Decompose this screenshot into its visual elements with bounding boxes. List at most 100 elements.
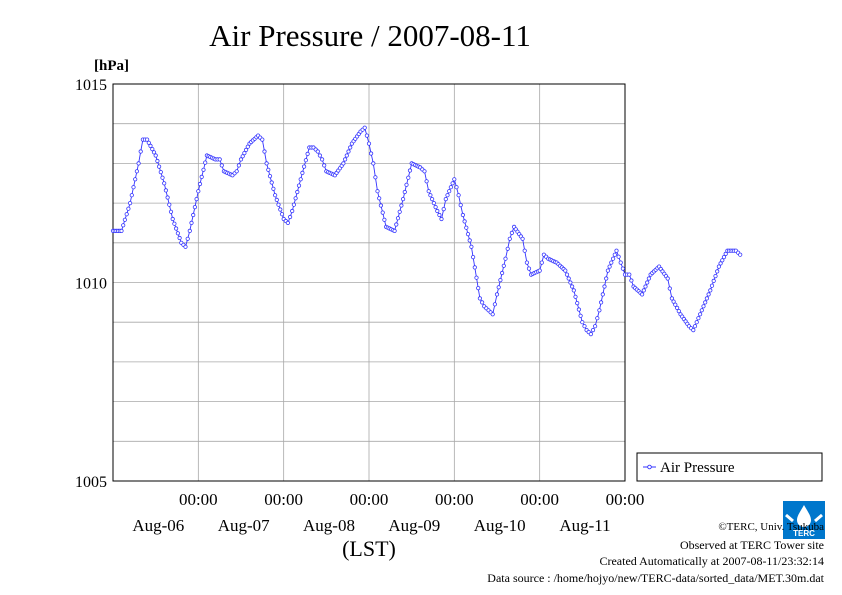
observed-site-text: Observed at TERC Tower site <box>679 538 824 552</box>
data-point <box>526 266 532 271</box>
data-point <box>342 157 348 162</box>
data-point <box>498 277 503 283</box>
data-point <box>264 161 269 166</box>
water-drop-icon <box>797 505 811 527</box>
x-tick-time-label: 00:00 <box>179 490 218 509</box>
data-point <box>433 205 438 210</box>
data-point <box>458 203 463 208</box>
data-point <box>522 248 527 253</box>
data-point <box>494 292 500 297</box>
data-point <box>564 272 570 277</box>
data-point <box>158 170 163 175</box>
data-point <box>375 189 380 194</box>
data-point <box>300 170 305 175</box>
data-point <box>377 196 382 201</box>
data-point <box>692 324 698 329</box>
data-point <box>441 207 446 212</box>
data-point <box>163 188 168 193</box>
data-point <box>496 285 501 290</box>
data-point <box>582 324 587 329</box>
data-point <box>153 153 158 158</box>
data-point <box>479 300 485 305</box>
data-point <box>595 316 600 321</box>
data-point <box>122 217 128 222</box>
data-point <box>476 285 481 291</box>
x-tick-date-label: Aug-10 <box>474 516 526 535</box>
data-point <box>146 140 151 145</box>
x-tick-date-label: Aug-06 <box>132 516 184 535</box>
data-point <box>447 189 452 194</box>
data-point <box>715 269 720 274</box>
data-point <box>167 202 172 207</box>
data-point <box>138 149 143 154</box>
data-point <box>573 294 578 299</box>
data-point <box>121 223 126 228</box>
data-point <box>168 209 174 214</box>
data-point <box>437 212 442 218</box>
y-axis-unit: [hPa] <box>94 58 129 74</box>
data-point <box>262 149 267 154</box>
data-point <box>378 203 383 208</box>
data-point <box>716 264 722 269</box>
data-point <box>620 266 626 271</box>
legend-marker <box>647 464 652 470</box>
data-point <box>346 149 351 154</box>
data-point <box>236 163 241 168</box>
data-point <box>578 313 583 318</box>
chart-title: Air Pressure / 2007-08-11 <box>209 18 531 53</box>
data-point <box>703 300 708 305</box>
data-point <box>422 169 427 174</box>
data-point <box>708 288 713 293</box>
y-tick-label: 1010 <box>75 276 107 293</box>
data-point <box>597 308 602 313</box>
data-point <box>563 268 568 273</box>
data-point <box>175 231 180 236</box>
grid-lines <box>113 84 626 481</box>
data-point <box>296 183 302 188</box>
data-point <box>627 272 632 277</box>
data-point <box>319 157 325 162</box>
data-point <box>160 175 165 180</box>
data-point <box>431 201 436 206</box>
data-point <box>157 164 162 169</box>
data-point <box>501 263 506 268</box>
data-point <box>499 270 505 276</box>
data-point <box>119 228 124 233</box>
legend-box <box>636 452 823 482</box>
data-point <box>234 169 239 174</box>
data-point <box>287 214 293 220</box>
x-tick-date-label: Aug-11 <box>559 516 610 535</box>
data-point <box>151 150 157 155</box>
data-point <box>474 275 479 280</box>
data-point <box>448 185 453 190</box>
data-point <box>669 296 675 301</box>
data-point <box>269 180 274 185</box>
data-point <box>162 181 167 186</box>
data-point <box>244 147 249 152</box>
data-point <box>406 175 411 180</box>
data-point <box>145 137 150 142</box>
series-line <box>113 126 741 335</box>
data-point <box>400 197 406 202</box>
x-tick-time-label: 00:00 <box>520 490 559 509</box>
data-point <box>520 236 525 241</box>
data-point <box>721 255 727 260</box>
data-point <box>293 196 298 201</box>
data-point <box>490 312 495 317</box>
logo-wings-icon <box>785 513 823 523</box>
data-point <box>588 331 594 337</box>
data-point <box>285 220 290 225</box>
data-point <box>274 197 279 202</box>
data-point <box>407 168 413 173</box>
data-point <box>723 251 728 256</box>
data-point <box>469 244 474 249</box>
data-point <box>694 320 699 325</box>
data-point <box>150 147 155 152</box>
data-point <box>571 288 576 293</box>
data-point <box>674 305 680 310</box>
data-point <box>404 182 409 187</box>
legend-label-air-pressure: Air Pressure <box>660 460 735 476</box>
data-point <box>317 153 322 158</box>
data-point <box>279 212 285 217</box>
